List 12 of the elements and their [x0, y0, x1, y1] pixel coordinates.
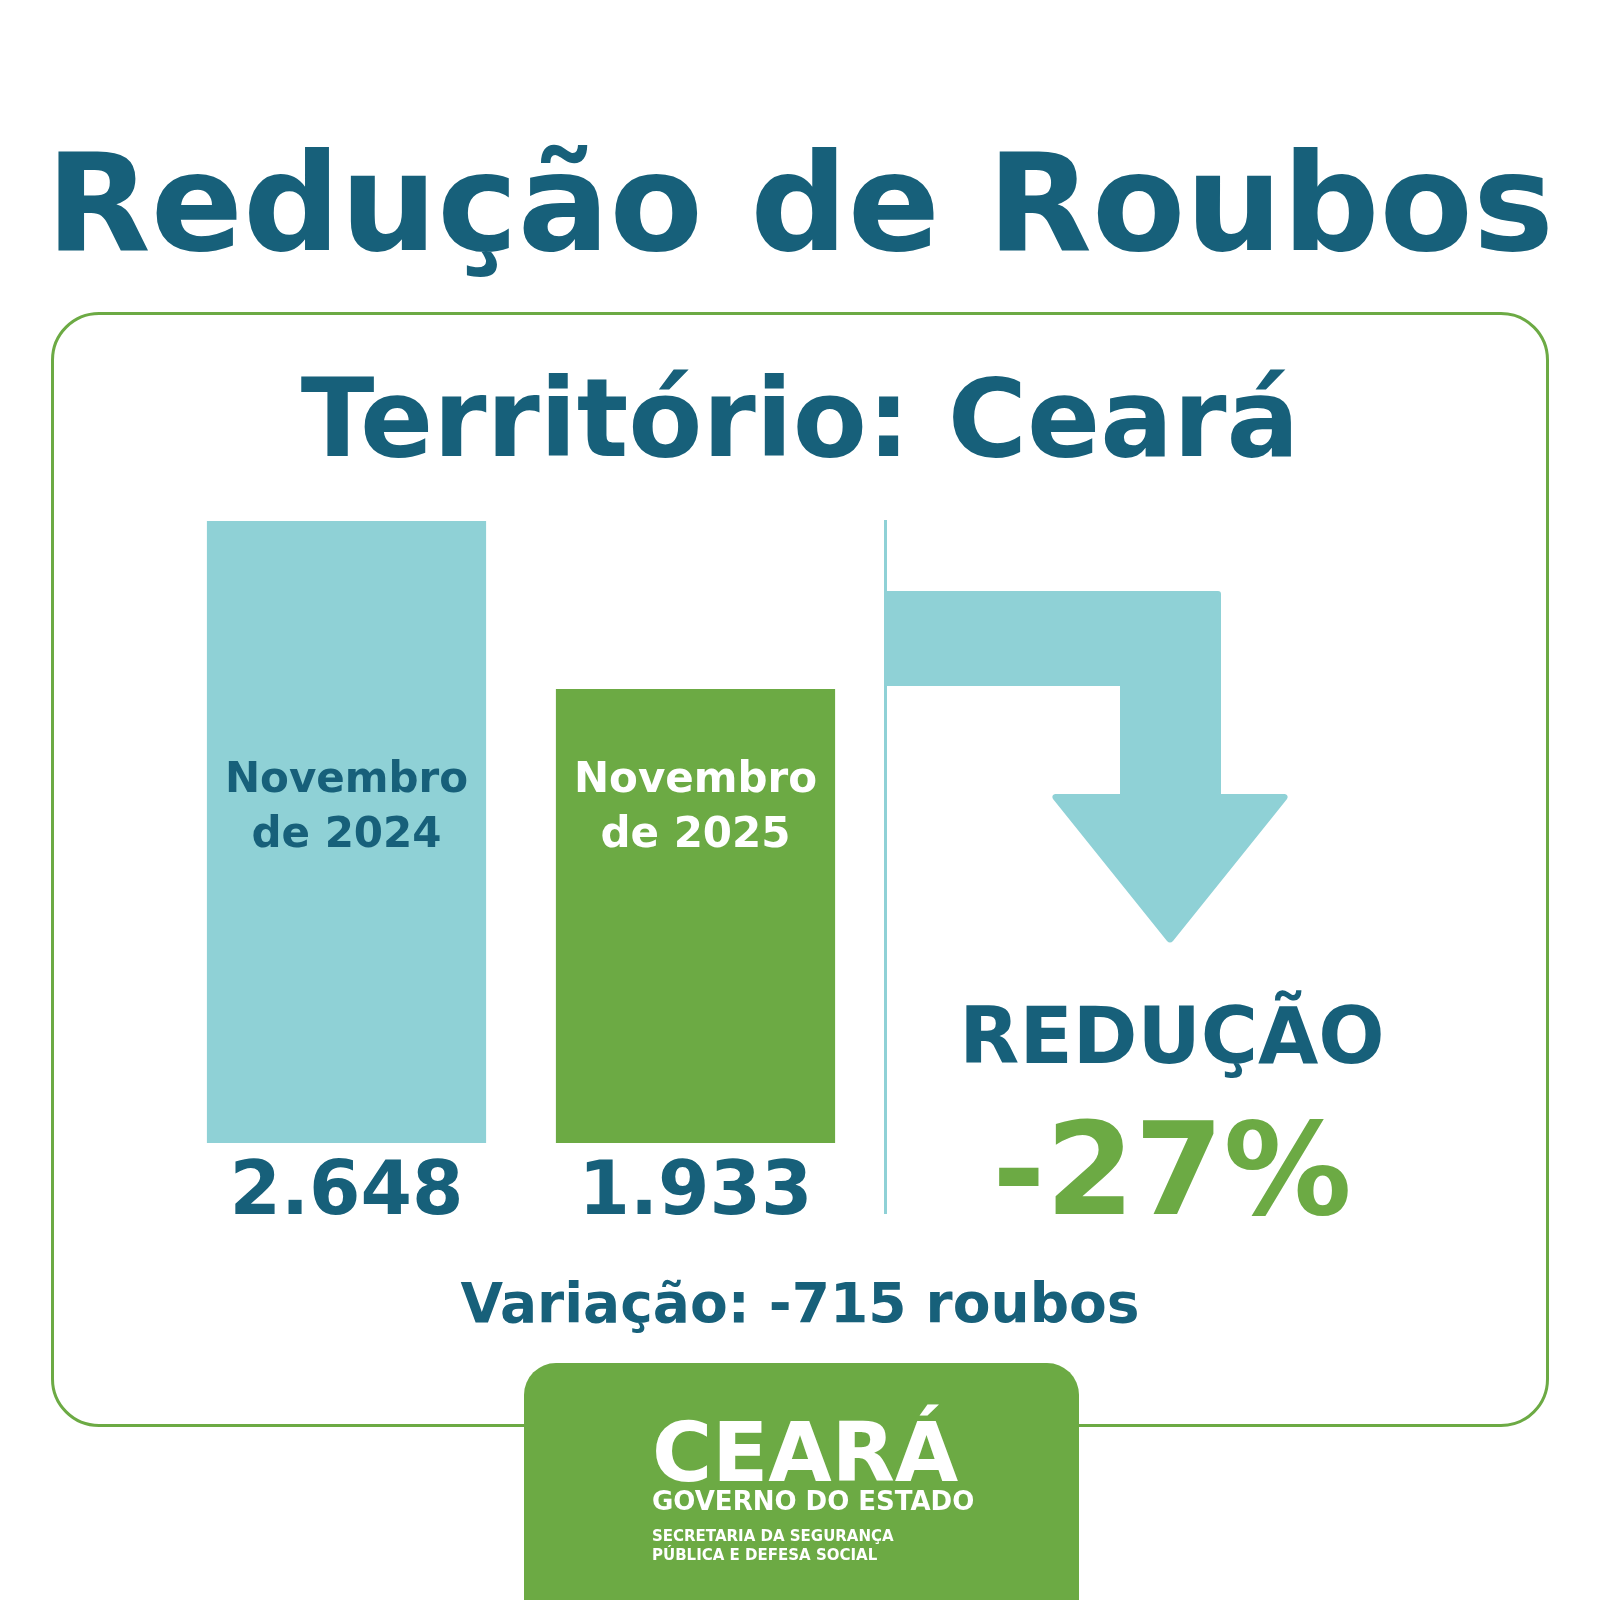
- x-tick-label: Novembro de 2024: [224, 752, 469, 857]
- data-label: 2.648: [229, 1145, 464, 1231]
- text: SECRETARIA DA SEGURANÇA: [652, 1527, 895, 1545]
- data-label: 1.933: [578, 1145, 813, 1231]
- text: GOVERNO DO ESTADO: [652, 1486, 976, 1516]
- text: Variação: -715 roubos: [459, 1271, 1141, 1335]
- text: -27%: [991, 1095, 1353, 1244]
- text: REDUÇÃO: [958, 991, 1386, 1081]
- chart-title: Redução de Roubos: [45, 124, 1555, 282]
- chart-subtitle: Território: Ceará: [299, 356, 1301, 481]
- x-tick-label: Novembro de 2025: [573, 752, 818, 857]
- text: PÚBLICA E DEFESA SOCIAL: [652, 1546, 879, 1564]
